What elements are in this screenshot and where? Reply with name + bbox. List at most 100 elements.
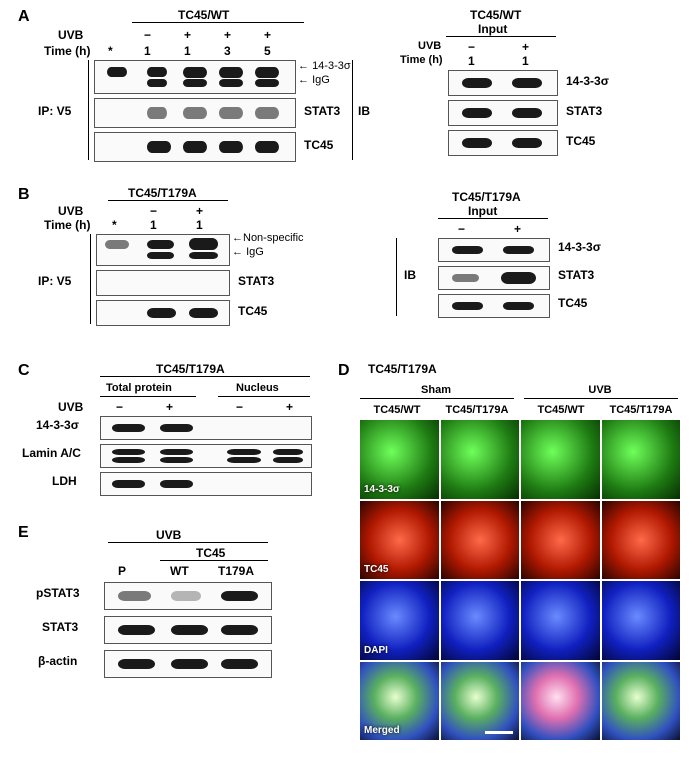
panel-a-left-row2 — [94, 98, 296, 128]
panel-a-time-l3: 3 — [224, 44, 231, 58]
panel-a-right-row3-label: TC45 — [566, 134, 595, 148]
panel-a-time-l4: 5 — [264, 44, 271, 58]
arrow-b-nonspec: ←Non-specific — [232, 232, 304, 244]
micro-r4c1: Merged — [360, 662, 439, 741]
panel-b-star: * — [112, 218, 117, 232]
panel-a-uvb-l3: + — [224, 28, 231, 42]
micro-r3c4 — [602, 581, 681, 660]
panel-b-right-uvb-l2: + — [514, 222, 521, 236]
panel-e-row2 — [104, 616, 272, 644]
panel-d-top1: Sham — [406, 384, 466, 396]
panel-letter-c: C — [18, 362, 30, 380]
panel-b-left-row1 — [96, 234, 230, 266]
panel-b-right-row2 — [438, 266, 550, 290]
arrow-b-igg: ← IgG — [232, 246, 264, 258]
micro-r4c4 — [602, 662, 681, 741]
micro-r3c1: DAPI — [360, 581, 439, 660]
panel-a-left-title-underline — [132, 22, 304, 23]
panel-a-ipv5: IP: V5 — [38, 104, 71, 118]
panel-b-right-row2-label: STAT3 — [558, 268, 594, 282]
panel-a-right-uvb-l2: + — [522, 40, 529, 54]
panel-a-left-row1 — [94, 60, 296, 94]
panel-c-uvb-l4: + — [286, 400, 293, 414]
panel-c-title: TC45/T179A — [156, 362, 225, 376]
panel-letter-e: E — [18, 524, 29, 542]
panel-c-g2-underline — [218, 396, 310, 397]
micro-rowlabel-1: 14-3-3σ — [364, 484, 400, 495]
panel-d-col1: TC45/WT — [358, 404, 436, 416]
panel-d-col3: TC45/WT — [522, 404, 600, 416]
panel-d-top2-ul — [524, 398, 678, 399]
panel-e-row2-label: STAT3 — [42, 620, 78, 634]
panel-a-right-row1-label: 14-3-3σ — [566, 74, 609, 88]
panel-d-grid: 14-3-3σ TC45 DAPI Merged — [360, 420, 680, 740]
micro-r3c3 — [521, 581, 600, 660]
panel-a-ib-sep — [352, 60, 353, 160]
panel-d-col2: TC45/T179A — [438, 404, 516, 416]
panel-a-right-time: Time (h) — [400, 54, 443, 66]
panel-e-lane2: WT — [170, 564, 189, 578]
panel-a-right-row2 — [448, 100, 558, 126]
panel-a-left-row2-label: STAT3 — [304, 104, 340, 118]
panel-a-uvb-l2: + — [184, 28, 191, 42]
panel-b-time: Time (h) — [44, 218, 90, 232]
panel-b-left-row2 — [96, 270, 230, 296]
panel-e-row3 — [104, 650, 272, 678]
panel-b-left-title: TC45/T179A — [128, 186, 197, 200]
panel-a-right-row2-label: STAT3 — [566, 104, 602, 118]
panel-a-right-row3 — [448, 130, 558, 156]
panel-a-left-row3-label: TC45 — [304, 138, 333, 152]
micro-r2c2 — [441, 501, 520, 580]
panel-a-star: * — [108, 44, 113, 58]
panel-e-row3-label: β-actin — [38, 654, 77, 668]
panel-a-ip-sep — [88, 60, 89, 160]
scalebar — [485, 731, 513, 734]
panel-letter-a: A — [18, 8, 30, 26]
panel-a-left-row3 — [94, 132, 296, 162]
panel-b-right-row3 — [438, 294, 550, 318]
panel-d-top2: UVB — [570, 384, 630, 396]
micro-r1c3 — [521, 420, 600, 499]
panel-c-uvb-l3: − — [236, 400, 243, 414]
panel-c-title-underline — [100, 376, 310, 377]
panel-a-time-l1: 1 — [144, 44, 151, 58]
panel-a-time-l2: 1 — [184, 44, 191, 58]
panel-a-uvb-l1: − — [144, 28, 151, 42]
micro-r1c2 — [441, 420, 520, 499]
panel-b-left-row2-label: STAT3 — [238, 274, 274, 288]
panel-a-right-input: Input — [478, 22, 507, 36]
micro-r1c4 — [602, 420, 681, 499]
micro-r1c1: 14-3-3σ — [360, 420, 439, 499]
panel-b-uvb-l1: − — [150, 204, 157, 218]
panel-c-row2-label: Lamin A/C — [22, 446, 81, 460]
panel-b-right-input: Input — [468, 204, 497, 218]
micro-r4c3 — [521, 662, 600, 741]
panel-d-title: TC45/T179A — [368, 362, 437, 376]
panel-e-group-ul — [108, 542, 268, 543]
panel-b-right-row3-label: TC45 — [558, 296, 587, 310]
panel-a-ib-label: IB — [358, 104, 370, 118]
panel-c-row2 — [100, 444, 312, 468]
panel-c-uvb: UVB — [58, 400, 83, 414]
panel-a-left-title: TC45/WT — [178, 8, 229, 22]
panel-c-group1: Total protein — [106, 382, 172, 394]
panel-e-lane3: T179A — [218, 564, 254, 578]
micro-r2c4 — [602, 501, 681, 580]
panel-letter-b: B — [18, 186, 30, 204]
panel-letter-d: D — [338, 362, 350, 380]
panel-a-right-uvb-l1: − — [468, 40, 475, 54]
panel-c-row3 — [100, 472, 312, 496]
panel-b-uvb: UVB — [58, 204, 83, 218]
panel-a-time-label: Time (h) — [44, 44, 90, 58]
panel-e-row1-label: pSTAT3 — [36, 586, 80, 600]
panel-b-right-title: TC45/T179A — [452, 190, 521, 204]
panel-e-row1 — [104, 582, 272, 610]
panel-b-right-uvb-l1: − — [458, 222, 465, 236]
panel-b-left-row3 — [96, 300, 230, 326]
micro-rowlabel-2: TC45 — [364, 564, 388, 575]
panel-d-top1-ul — [360, 398, 514, 399]
panel-e-lane1: P — [118, 564, 126, 578]
panel-c-row1-label: 14-3-3σ — [36, 418, 79, 432]
panel-b-time-l1: 1 — [150, 218, 157, 232]
panel-b-left-row3-label: TC45 — [238, 304, 267, 318]
